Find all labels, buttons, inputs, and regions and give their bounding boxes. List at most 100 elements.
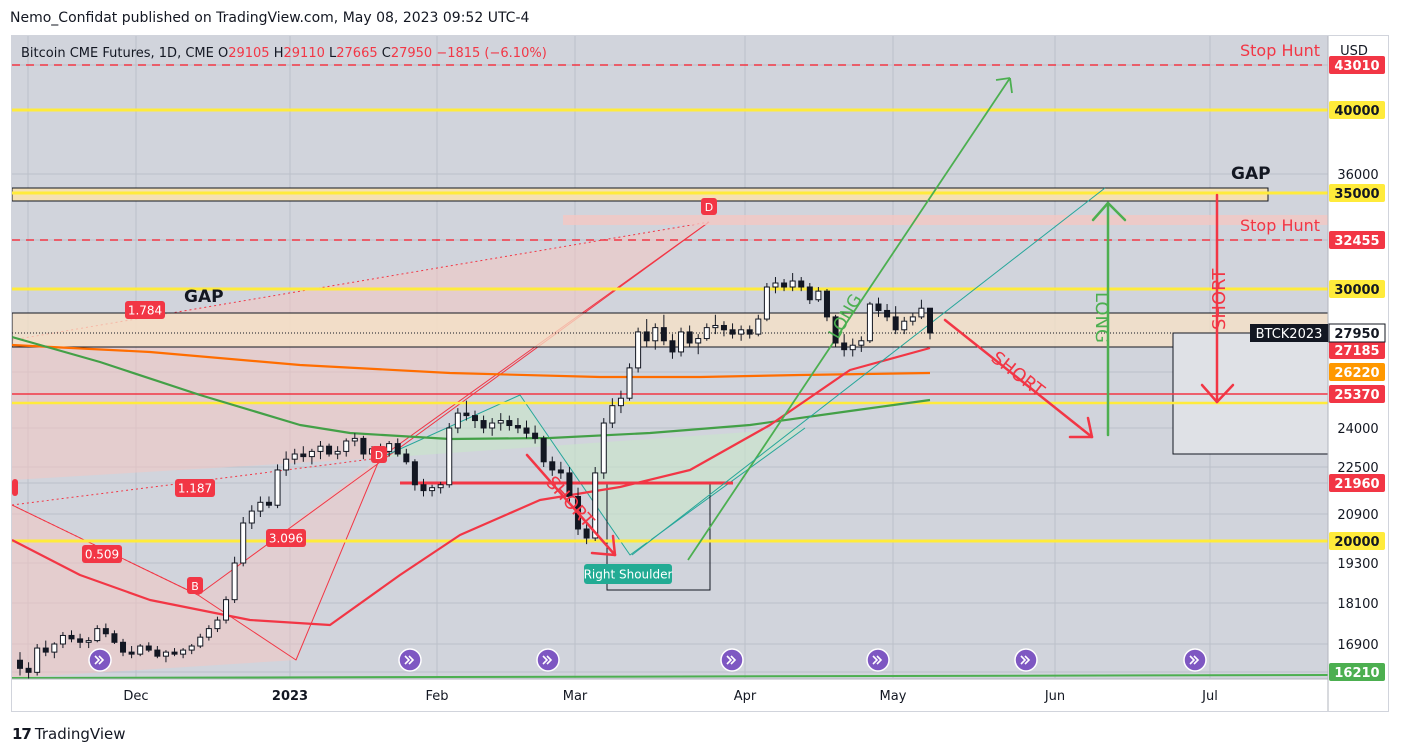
price-tag-21960: 21960 [1334, 477, 1379, 492]
candle [420, 484, 427, 492]
candle [841, 342, 848, 351]
price-tag-16210-bg [1329, 663, 1385, 681]
right-shoulder-badge: Right Shoulder [584, 568, 673, 582]
candle [592, 472, 599, 539]
time-axis-label-May: May [880, 689, 907, 704]
candle [386, 443, 393, 452]
long-trend-line [687, 77, 1011, 561]
candle [257, 501, 264, 512]
level-16210 [12, 674, 1329, 679]
price-axis-label-18100: 18100 [1337, 597, 1378, 612]
legend-change: −1815 (−6.10%) [436, 46, 546, 61]
candle [25, 667, 32, 673]
candle [660, 327, 667, 342]
candle [678, 331, 685, 353]
time-axis-label-Mar: Mar [563, 689, 588, 704]
candle [317, 445, 324, 452]
event-icon-4[interactable] [866, 648, 890, 672]
chart-frame[interactable]: Stop Hunt Stop Hunt GAP GAP SHORT SHORT SHORT L… [11, 35, 1389, 712]
fib-badge-1187-bg [175, 479, 215, 497]
fib-badge-3096: 3.096 [269, 532, 303, 546]
candle [858, 340, 865, 346]
candle [300, 453, 307, 458]
candle [42, 647, 49, 653]
candle [240, 522, 247, 564]
price-tag-30000: 30000 [1334, 283, 1379, 298]
event-icon-6[interactable] [1183, 648, 1207, 672]
harmonic-pattern-outline [12, 221, 710, 661]
legend-c-label: C [382, 46, 391, 61]
price-tag-25370-bg [1329, 385, 1385, 403]
time-axis-panel [12, 679, 1388, 711]
candle [411, 461, 418, 486]
candle [617, 397, 624, 407]
event-icon-1[interactable] [398, 648, 422, 672]
candle [429, 487, 436, 492]
legend-o-label: O [218, 46, 228, 61]
candle [437, 484, 444, 489]
candle [798, 280, 805, 288]
pattern-point-b: B [191, 580, 199, 593]
harmonic-pattern-fill-mid [198, 458, 380, 660]
price-tag-26220: 26220 [1334, 366, 1379, 381]
event-icon-2[interactable] [536, 648, 560, 672]
legend-c-value: 27950 [391, 46, 437, 61]
candle [506, 420, 513, 427]
price-axis-label-22500: 22500 [1337, 461, 1378, 476]
candle [308, 450, 315, 458]
pattern-point-b-bg [187, 577, 203, 594]
candle [17, 659, 23, 669]
candle [849, 344, 856, 351]
long-arrow-vertical-head [1091, 201, 1127, 222]
candle [720, 324, 727, 331]
pattern-point-x-bg [12, 479, 18, 496]
tradingview-logo[interactable]: 17 TradingView [12, 725, 126, 743]
tradingview-logo-text: TradingView [34, 725, 126, 743]
fib-badge-1784-bg [125, 301, 165, 319]
candle [566, 472, 573, 497]
event-icon-chevrons [872, 655, 883, 665]
price-axis-label-16900: 16900 [1337, 638, 1378, 653]
candle [197, 636, 204, 647]
candle [729, 329, 736, 335]
candle [34, 647, 41, 673]
candle [600, 422, 607, 474]
candle [746, 329, 753, 335]
price-tag-32455: 32455 [1334, 234, 1379, 249]
event-icon-0[interactable] [88, 648, 112, 672]
candle [463, 412, 470, 417]
short-arrow-right-shaft [943, 318, 1094, 439]
short-label-vertical: SHORT [1209, 268, 1230, 330]
candle [892, 316, 899, 331]
time-axis-label-2023: 2023 [272, 689, 308, 704]
price-axis-label-19300: 19300 [1337, 557, 1378, 572]
channel-line-teal [631, 187, 1106, 556]
stop-hunt-label-top: Stop Hunt [1240, 41, 1320, 60]
candle [781, 282, 788, 288]
event-icon-5[interactable] [1014, 648, 1038, 672]
stop-hunt-label-mid: Stop Hunt [1240, 216, 1320, 235]
shoulder-pattern-outline [379, 394, 806, 556]
candle [59, 634, 66, 645]
candle [472, 415, 478, 422]
legend-h-value: 29110 [284, 46, 330, 61]
time-axis-label-Feb: Feb [425, 689, 448, 704]
ohlc-legend: Bitcoin CME Futures, 1D, CME O29105 H291… [21, 46, 547, 61]
last-price-symbol: BTCK2023 [1256, 327, 1323, 342]
moving-average-red [12, 346, 931, 627]
pattern-point-d-lower: D [375, 449, 383, 462]
candle [823, 290, 830, 318]
price-tag-43010-bg [1329, 56, 1385, 74]
candle [111, 633, 118, 643]
short-arrow-right-head [1068, 416, 1094, 439]
stop-hunt-zone [563, 215, 1328, 225]
candle [755, 318, 762, 335]
right-shoulder-badge-bg [584, 564, 672, 584]
long-arrowhead-a [995, 77, 1011, 81]
event-icon-chevrons [542, 655, 553, 665]
legend-h-label: H [274, 46, 284, 61]
candle [454, 412, 461, 429]
event-icon-3[interactable] [720, 648, 744, 672]
candle [205, 628, 212, 638]
